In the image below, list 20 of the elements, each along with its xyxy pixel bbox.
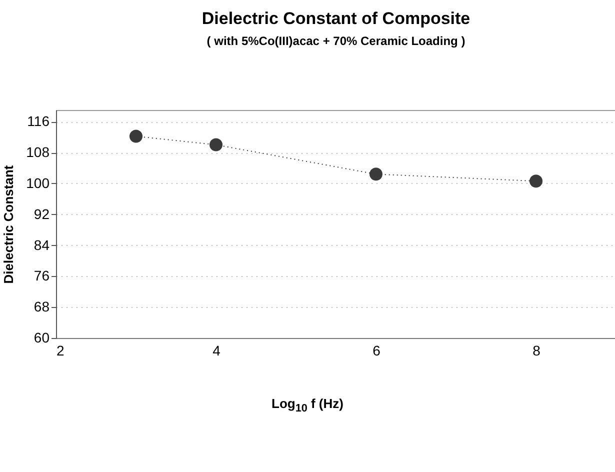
x-tick-label: 6 — [372, 342, 381, 358]
x-tick-label: 4 — [212, 342, 221, 358]
y-tick-label: 76 — [34, 268, 50, 284]
y-tick-label: 116 — [27, 113, 50, 130]
y-tick-label: 68 — [34, 298, 50, 315]
y-tick-label: 100 — [26, 174, 50, 191]
point — [369, 168, 383, 181]
y-tick-label: 92 — [34, 206, 50, 222]
point — [129, 130, 143, 143]
y-tick-label: 84 — [34, 236, 50, 253]
x-axis-title: Log$_{10}$ f (Hz) — [270, 396, 344, 415]
point — [529, 174, 543, 188]
x-tick-label: 8 — [532, 342, 541, 358]
y-axis-title: Dielectric Constant — [1, 164, 16, 284]
point — [209, 138, 223, 152]
chart-title: Dielectric Constant of Composite — [202, 9, 470, 28]
chart-subtitle: ( with 5%Co(III)acac + 70% Ceramic Loading ) — [206, 34, 466, 48]
y-tick-label: 60 — [34, 330, 50, 346]
y-tick-label: 108 — [26, 144, 50, 160]
x-tick-label: 2 — [56, 342, 64, 358]
